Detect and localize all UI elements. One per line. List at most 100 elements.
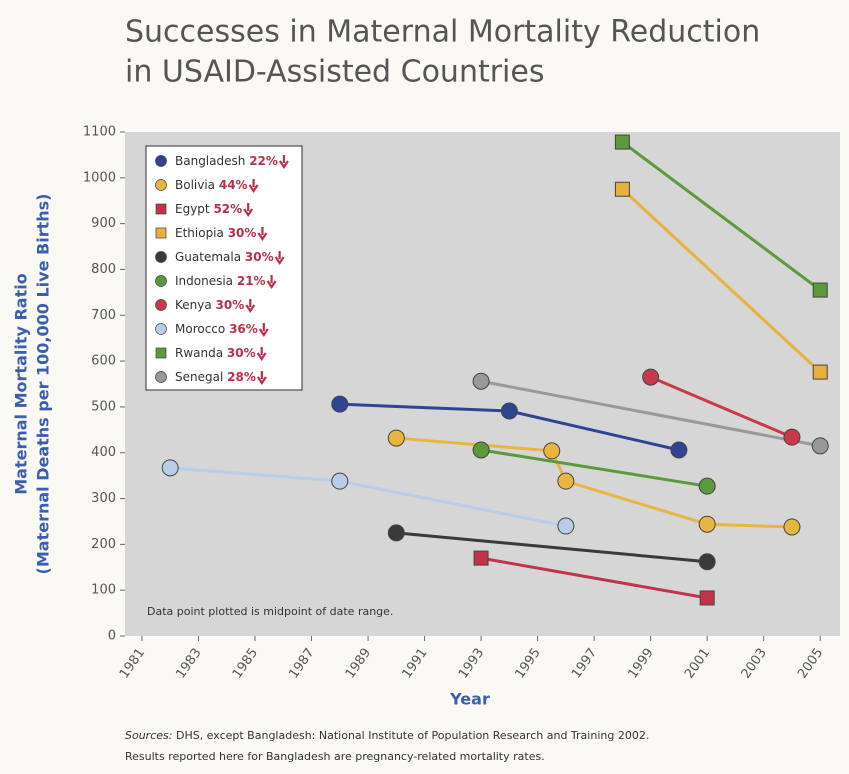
legend-label: Bolivia 44% [175, 178, 248, 192]
legend-label: Bangladesh 22% [175, 154, 278, 168]
point [811, 437, 829, 455]
down-arrow [256, 371, 267, 385]
legend-label: Morocco 36% [175, 322, 258, 336]
legend-marker [155, 155, 167, 167]
legend-label: Kenya 30% [175, 298, 244, 312]
sources-text: DHS, except Bangladesh: National Institu… [176, 729, 649, 742]
legend-change: 28% [227, 370, 256, 384]
legend-change: 30% [245, 250, 274, 264]
point [812, 364, 828, 380]
series-line [621, 188, 822, 374]
legend-name: Rwanda [175, 346, 223, 360]
legend-name: Egypt [175, 202, 210, 216]
y-tick-label: 0 [108, 629, 116, 644]
legend-change: 44% [219, 178, 248, 192]
series-line [621, 140, 822, 292]
legend-marker [155, 323, 167, 335]
point [500, 402, 518, 420]
y-tick-label: 200 [91, 537, 116, 552]
point [642, 368, 660, 386]
y-tick-label: 1100 [83, 125, 116, 140]
series-line [480, 448, 708, 488]
down-arrow [257, 227, 268, 241]
legend-marker [155, 371, 167, 383]
down-arrow [256, 347, 267, 361]
point [698, 515, 716, 533]
point [783, 518, 801, 536]
legend-marker [155, 347, 167, 359]
legend-name: Ethiopia [175, 226, 224, 240]
y-axis-title: (Maternal Deaths per 100,000 Live Births… [34, 194, 53, 575]
legend-marker [155, 227, 167, 239]
y-tick-label: 300 [91, 491, 116, 506]
point [473, 550, 489, 566]
legend-marker [155, 203, 167, 215]
chart-title: in USAID-Assisted Countries [125, 55, 544, 90]
point [161, 459, 179, 477]
down-arrow [248, 179, 259, 193]
point [387, 429, 405, 447]
y-tick-label: 900 [91, 216, 116, 231]
sources-label: Sources: [125, 729, 172, 742]
legend-name: Bolivia [175, 178, 215, 192]
legend-name: Guatemala [175, 250, 241, 264]
down-arrow [245, 299, 256, 313]
legend-marker [155, 179, 167, 191]
legend-label: Indonesia 21% [175, 274, 266, 288]
y-tick-label: 700 [91, 308, 116, 323]
point [472, 372, 490, 390]
point [331, 395, 349, 413]
y-tick-label: 1000 [83, 170, 116, 185]
y-tick-label: 100 [91, 583, 116, 598]
down-arrow [274, 251, 285, 265]
legend-name: Indonesia [175, 274, 233, 288]
legend-change: 30% [228, 226, 257, 240]
legend-change: 52% [213, 202, 242, 216]
point [670, 441, 688, 459]
legend-change: 21% [237, 274, 266, 288]
legend-change: 30% [216, 298, 245, 312]
x-axis-title: Year [449, 690, 490, 709]
y-tick-label: 500 [91, 399, 116, 414]
y-axis-title: Maternal Mortality Ratio [12, 273, 31, 494]
point [614, 181, 630, 197]
legend-name: Morocco [175, 322, 225, 336]
down-arrow [258, 323, 269, 337]
point [812, 282, 828, 298]
point [387, 524, 405, 542]
point [698, 477, 716, 495]
down-arrow [266, 275, 277, 289]
legend-label: Guatemala 30% [175, 250, 274, 264]
point [783, 428, 801, 446]
legend-name: Bangladesh [175, 154, 245, 168]
sources-note: Results reported here for Bangladesh are… [125, 750, 545, 763]
legend-label: Egypt 52% [175, 202, 242, 216]
point [557, 472, 575, 490]
point [698, 553, 716, 571]
down-arrow [279, 155, 289, 169]
sources: Sources: DHS, except Bangladesh: Nationa… [125, 729, 649, 742]
down-arrow [243, 203, 254, 217]
legend: Bangladesh 22% Bolivia 44% Egypt 52% Ethiop… [145, 145, 303, 391]
legend-change: 30% [227, 346, 256, 360]
point [614, 134, 630, 150]
chart-title: Successes in Maternal Mortality Reductio… [125, 15, 760, 50]
legend-marker [155, 299, 167, 311]
point [543, 442, 561, 460]
series-line [650, 375, 793, 439]
annotation: Data point plotted is midpoint of date r… [147, 605, 393, 618]
y-tick-label: 600 [91, 354, 116, 369]
y-tick-label: 800 [91, 262, 116, 277]
legend-marker [155, 275, 167, 287]
series-line [396, 531, 708, 564]
legend-label: Ethiopia 30% [175, 226, 256, 240]
legend-name: Senegal [175, 370, 223, 384]
series-line [480, 556, 708, 600]
legend-change: 36% [229, 322, 258, 336]
legend-label: Senegal 28% [175, 370, 256, 384]
legend-box [145, 145, 303, 391]
legend-name: Kenya [175, 298, 212, 312]
y-tick-label: 400 [91, 445, 116, 460]
point [699, 590, 715, 606]
